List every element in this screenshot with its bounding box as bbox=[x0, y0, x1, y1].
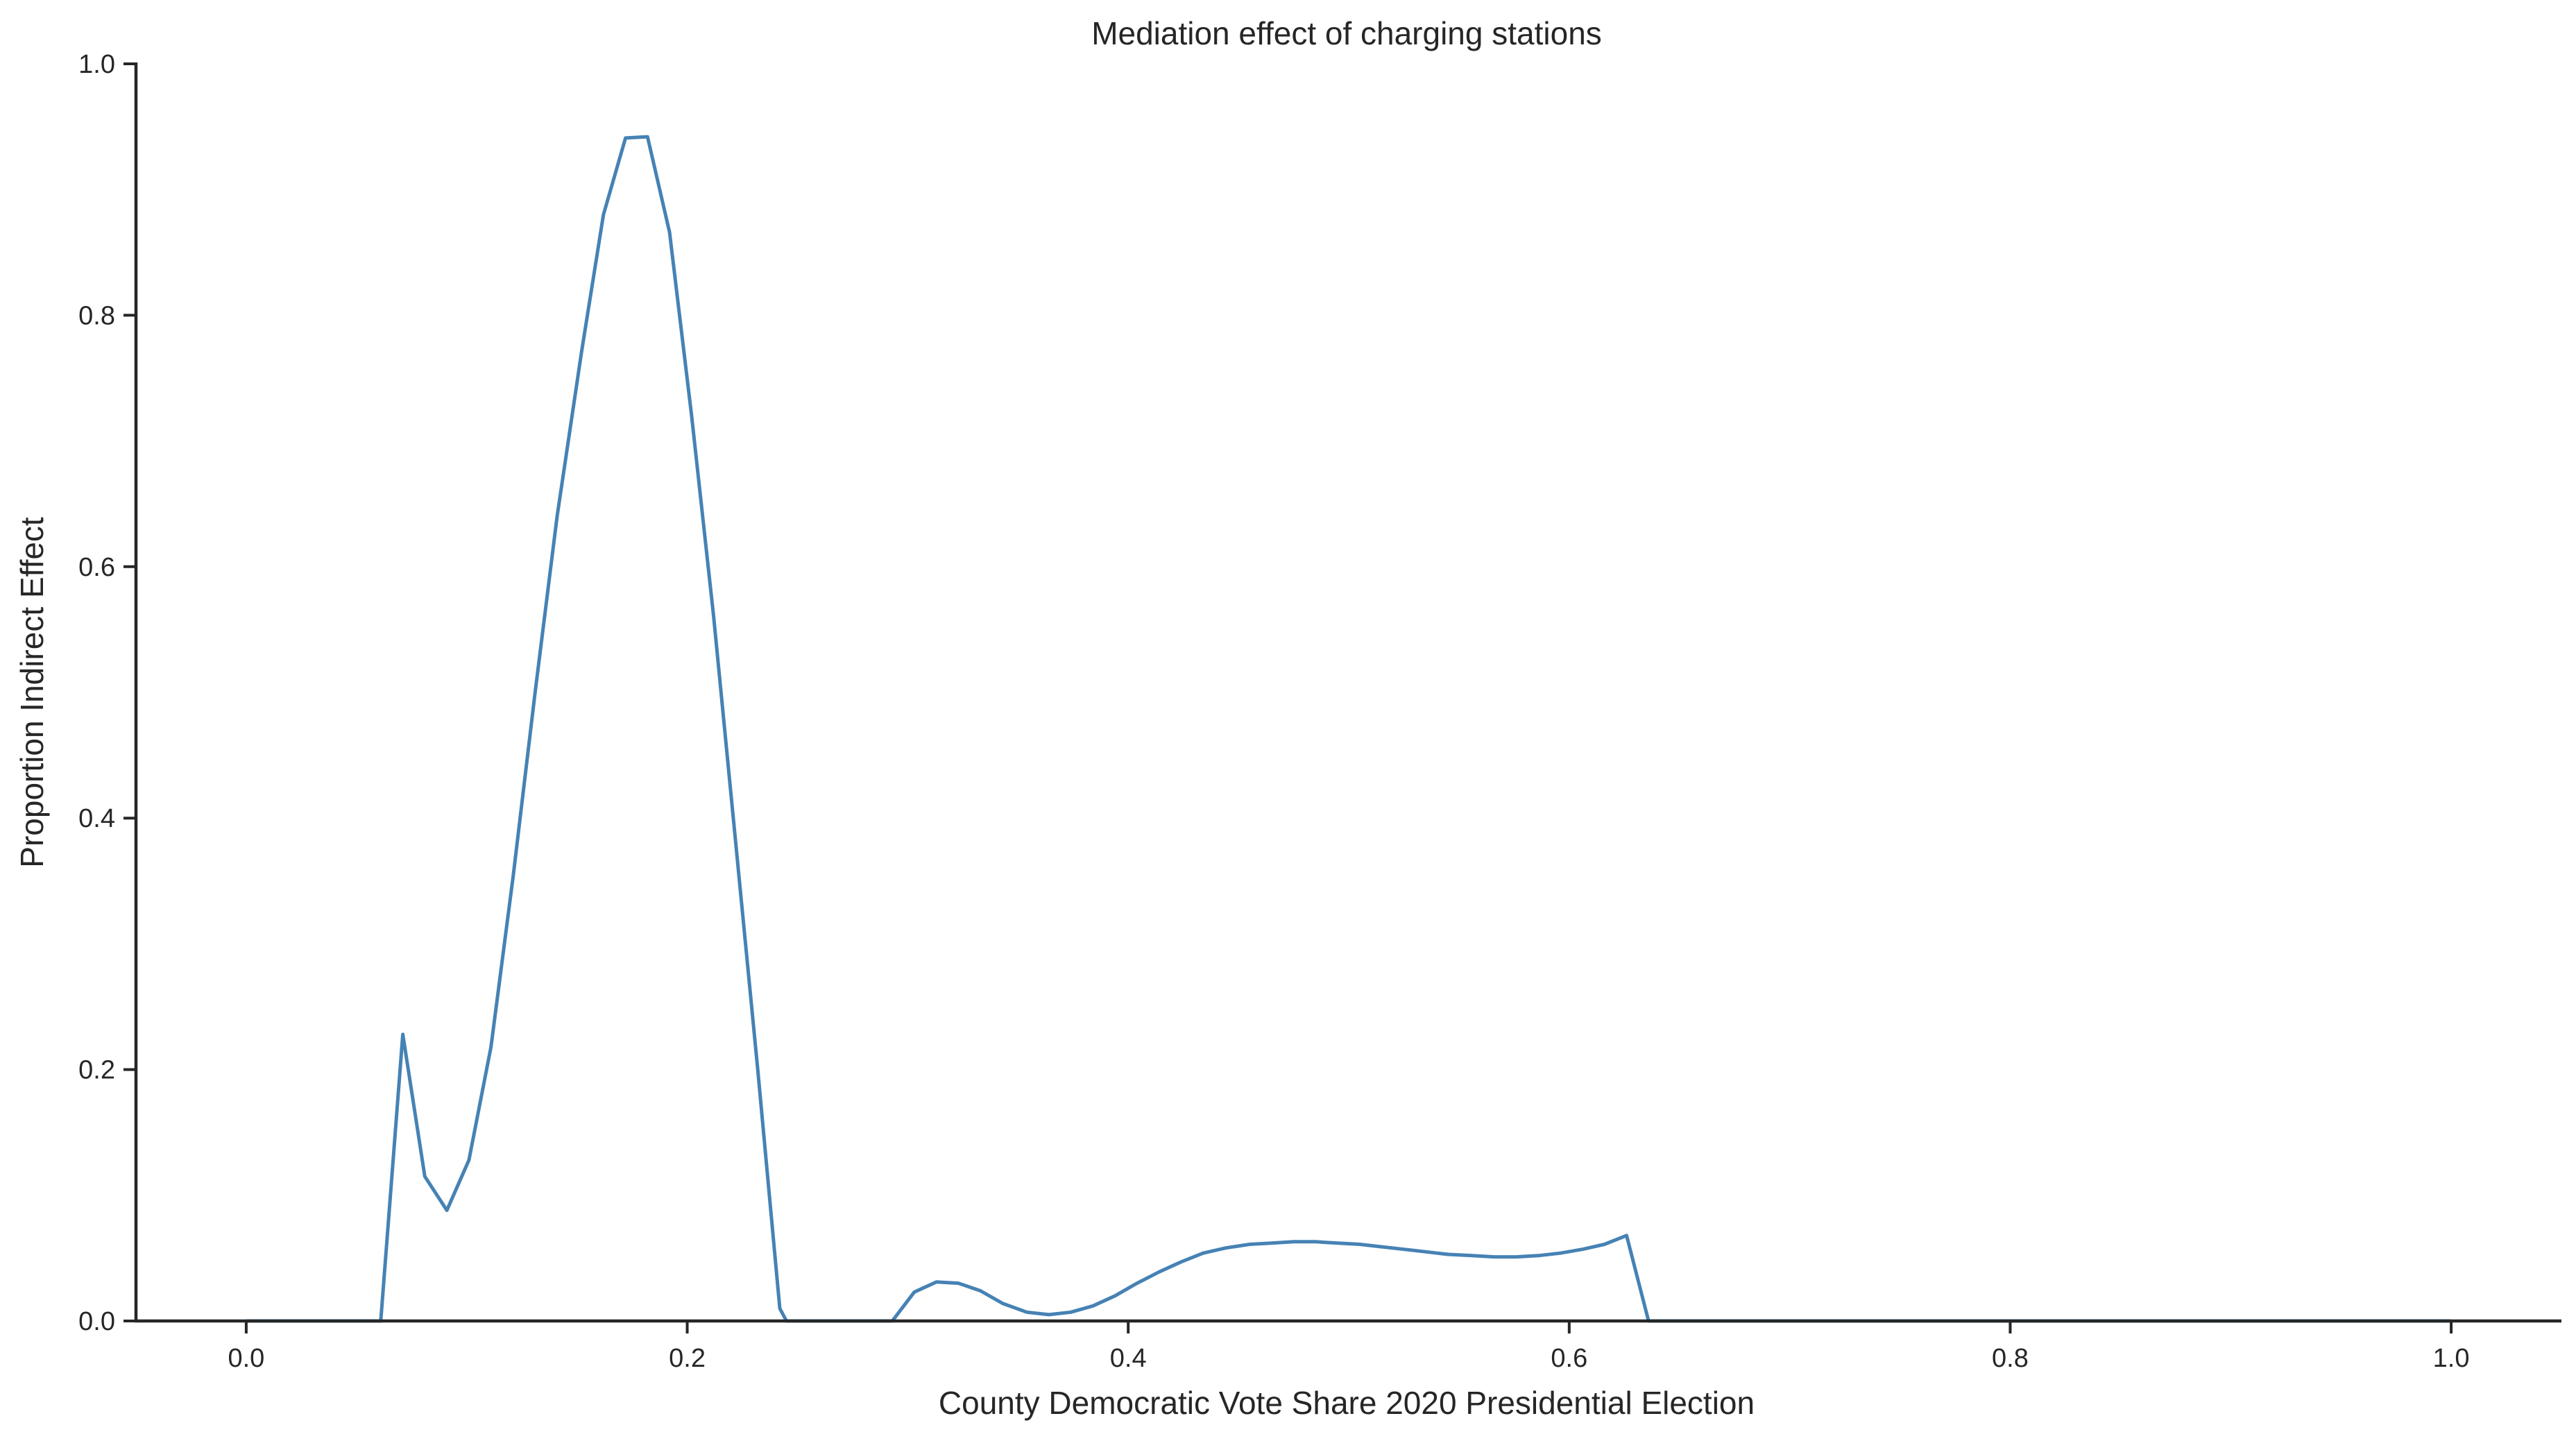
chart-title: Mediation effect of charging stations bbox=[1091, 15, 1602, 51]
y-tick-label: 0.2 bbox=[78, 1056, 115, 1085]
y-axis-label: Proportion Indirect Effect bbox=[14, 517, 50, 868]
x-axis-ticks: 0.0 0.2 0.4 0.6 0.8 1.0 bbox=[228, 1321, 2470, 1373]
x-tick-label: 0.2 bbox=[669, 1344, 706, 1373]
x-tick-label: 0.6 bbox=[1551, 1344, 1587, 1373]
series-line-0 bbox=[246, 135, 2452, 1323]
y-tick-label: 0.6 bbox=[78, 553, 115, 582]
plot-area bbox=[246, 135, 2452, 1323]
x-tick-label: 1.0 bbox=[2433, 1344, 2470, 1373]
y-tick-label: 0.0 bbox=[78, 1307, 115, 1336]
y-tick-label: 0.8 bbox=[78, 301, 115, 330]
y-tick-label: 1.0 bbox=[78, 50, 115, 79]
y-axis-ticks: 0.0 0.2 0.4 0.6 0.8 1.0 bbox=[78, 50, 136, 1336]
x-tick-label: 0.8 bbox=[1992, 1344, 2029, 1373]
x-axis-label: County Democratic Vote Share 2020 Presid… bbox=[939, 1385, 1755, 1421]
y-tick-label: 0.4 bbox=[78, 804, 115, 833]
x-tick-label: 0.0 bbox=[228, 1344, 264, 1373]
x-tick-label: 0.4 bbox=[1110, 1344, 1147, 1373]
